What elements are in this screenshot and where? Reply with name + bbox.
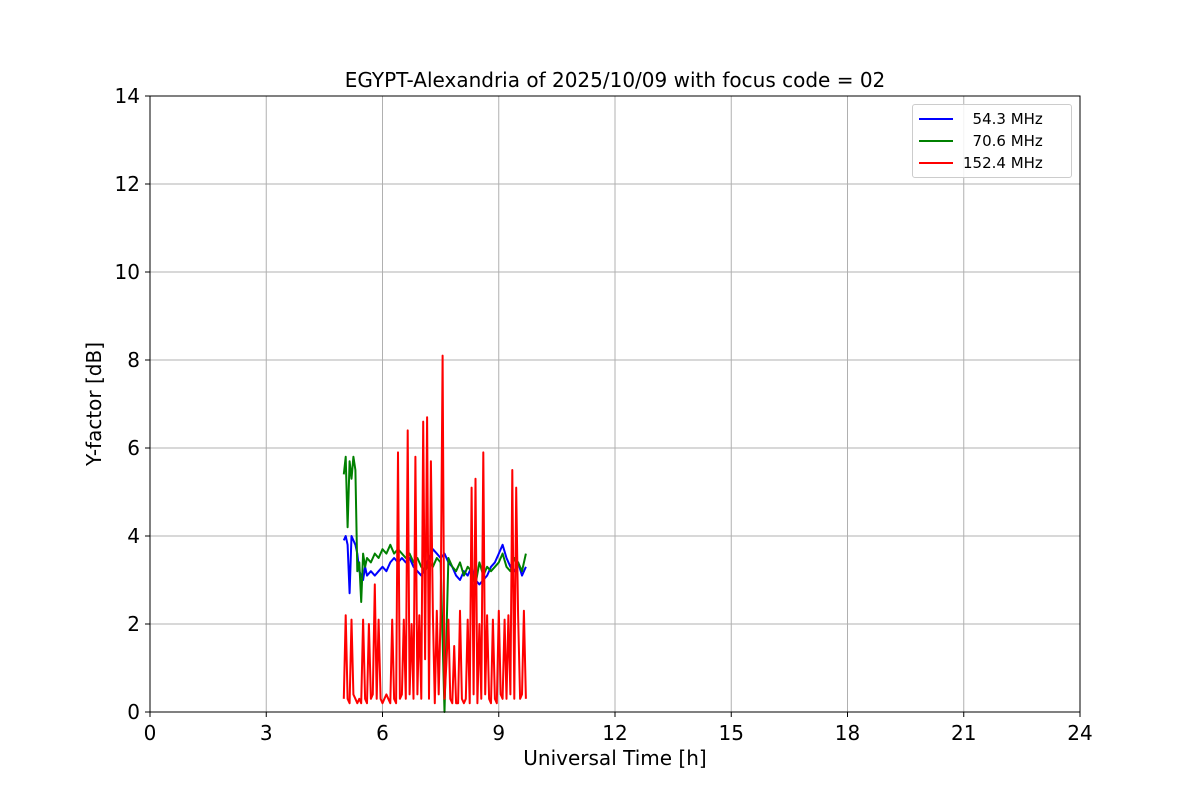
legend-swatch-green — [919, 140, 953, 142]
legend-item-152mhz: 152.4 MHz — [919, 152, 1043, 174]
y-tick-label: 0 — [127, 700, 140, 724]
series-line-3 — [342, 354, 527, 705]
y-tick-label: 4 — [127, 524, 140, 548]
legend-swatch-red — [919, 162, 953, 164]
x-tick-label: 3 — [260, 721, 273, 745]
x-tick-label: 21 — [951, 721, 976, 745]
x-tick-label: 18 — [835, 721, 860, 745]
legend-label: 152.4 MHz — [963, 154, 1043, 172]
x-tick-label: 0 — [144, 721, 157, 745]
x-axis-label: Universal Time [h] — [523, 746, 707, 770]
x-tick-label: 24 — [1067, 721, 1092, 745]
legend-item-70mhz: 70.6 MHz — [919, 130, 1043, 152]
x-tick-label: 6 — [376, 721, 389, 745]
legend-item-54mhz: 54.3 MHz — [919, 108, 1043, 130]
y-tick-label: 14 — [115, 84, 140, 108]
x-tick-label: 9 — [492, 721, 505, 745]
y-tick-label: 10 — [115, 260, 140, 284]
x-tick-label: 12 — [602, 721, 627, 745]
legend-swatch-blue — [919, 118, 953, 120]
grid-lines — [149, 95, 1081, 713]
y-tick-label: 8 — [127, 348, 140, 372]
legend-label: 70.6 MHz — [963, 132, 1043, 150]
x-tick-label: 15 — [719, 721, 744, 745]
y-tick-label: 2 — [127, 612, 140, 636]
y-tick-label: 12 — [115, 172, 140, 196]
y-tick-label: 6 — [127, 436, 140, 460]
chart-title: EGYPT-Alexandria of 2025/10/09 with focu… — [344, 68, 886, 92]
legend: 54.3 MHz 70.6 MHz 152.4 MHz — [912, 104, 1072, 178]
series-layer — [342, 354, 527, 713]
legend-label: 54.3 MHz — [963, 110, 1043, 128]
y-axis-label: Y-factor [dB] — [82, 341, 106, 467]
series-line-2 — [342, 455, 527, 713]
